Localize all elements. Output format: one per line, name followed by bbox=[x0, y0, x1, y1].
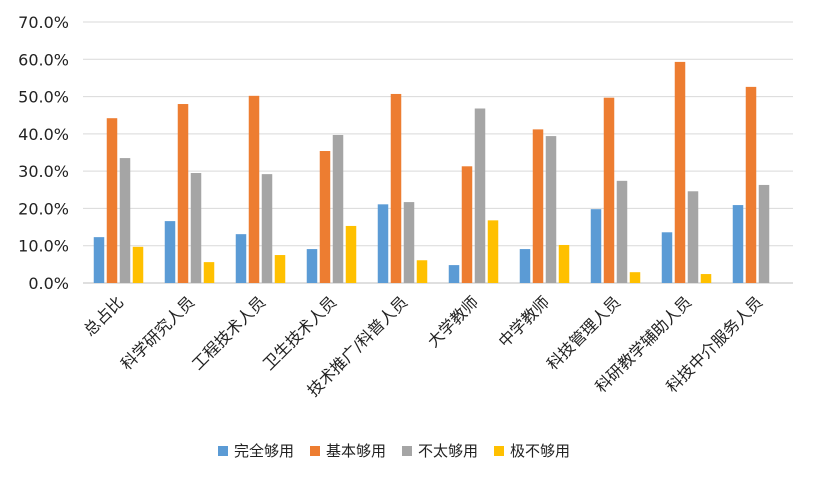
bar bbox=[745, 86, 757, 283]
bar bbox=[674, 61, 686, 284]
bar bbox=[545, 136, 557, 283]
legend-label: 完全够用 bbox=[234, 442, 294, 460]
bar bbox=[390, 93, 402, 284]
bar bbox=[319, 151, 331, 283]
x-tick-label: 总占比 bbox=[80, 292, 127, 339]
bar bbox=[732, 205, 744, 283]
bar bbox=[274, 255, 286, 283]
x-tick-label: 工程技术人员 bbox=[188, 292, 269, 373]
legend: 完全够用 基本够用 不太够用 极不够用 bbox=[218, 442, 570, 460]
y-tick-label: 50.0% bbox=[18, 88, 69, 107]
bar bbox=[532, 129, 544, 283]
gridlines bbox=[83, 21, 793, 284]
y-tick-label: 20.0% bbox=[18, 199, 69, 218]
bar bbox=[235, 234, 247, 283]
bar bbox=[403, 202, 415, 283]
legend-swatch bbox=[494, 446, 504, 456]
bar bbox=[261, 174, 273, 283]
legend-swatch bbox=[310, 446, 320, 456]
bar bbox=[377, 204, 389, 283]
bar bbox=[190, 173, 202, 283]
bar bbox=[558, 244, 570, 283]
legend-label: 基本够用 bbox=[326, 442, 386, 460]
y-tick-label: 10.0% bbox=[18, 237, 69, 256]
bar bbox=[345, 225, 357, 283]
bar bbox=[177, 104, 189, 283]
bars bbox=[93, 61, 770, 284]
bar bbox=[416, 260, 428, 283]
y-tick-label: 30.0% bbox=[18, 162, 69, 181]
legend-label: 不太够用 bbox=[418, 442, 478, 460]
legend-swatch bbox=[402, 446, 412, 456]
x-tick-label: 科学研究人员 bbox=[117, 292, 198, 373]
bar bbox=[119, 158, 131, 283]
bar bbox=[487, 220, 499, 283]
y-tick-label: 70.0% bbox=[18, 13, 69, 32]
bar bbox=[758, 184, 770, 283]
bar bbox=[616, 180, 628, 283]
legend-label: 极不够用 bbox=[510, 442, 570, 460]
bar bbox=[332, 134, 344, 283]
bar bbox=[461, 166, 473, 283]
bar bbox=[93, 237, 105, 283]
bar bbox=[603, 97, 615, 283]
bar bbox=[448, 265, 460, 283]
x-tick-label: 大学教师 bbox=[424, 292, 483, 351]
bar bbox=[248, 95, 260, 283]
bar bbox=[687, 191, 699, 283]
bar bbox=[661, 232, 673, 283]
x-tick-label: 中学教师 bbox=[495, 292, 554, 351]
bar bbox=[700, 274, 712, 283]
bar bbox=[106, 118, 118, 283]
bar bbox=[519, 249, 531, 283]
bar bbox=[474, 108, 486, 283]
y-tick-label: 0.0% bbox=[28, 274, 69, 293]
bar bbox=[590, 209, 602, 283]
bar bbox=[203, 262, 215, 283]
y-axis: 0.0% 10.0% 20.0% 30.0% 40.0% 50.0% 60.0% 70.0% bbox=[18, 13, 69, 293]
bar bbox=[164, 221, 176, 283]
y-tick-label: 40.0% bbox=[18, 125, 69, 144]
bar bbox=[132, 246, 144, 283]
bar bbox=[306, 249, 318, 283]
legend-swatch bbox=[218, 446, 228, 456]
y-tick-label: 60.0% bbox=[18, 50, 69, 69]
bar bbox=[629, 272, 641, 283]
